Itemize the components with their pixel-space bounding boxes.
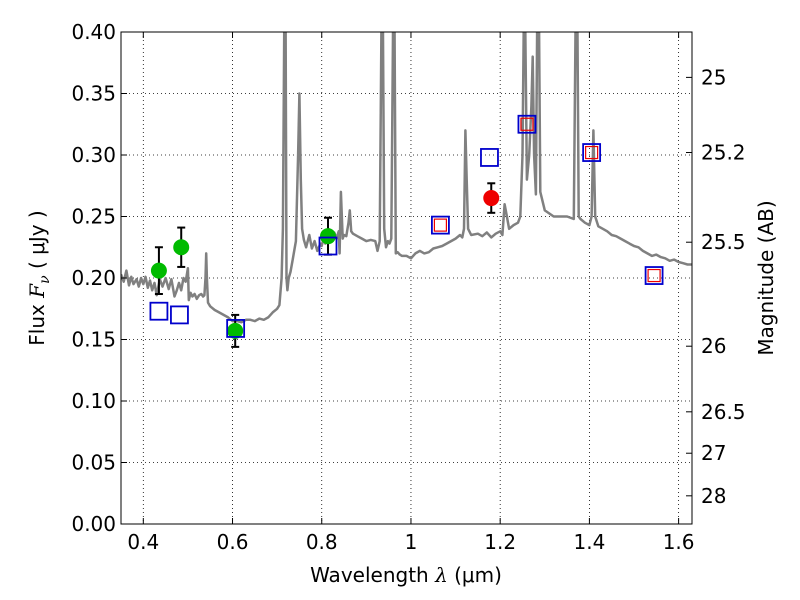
y2-tick-label: 25.2 [701,141,746,165]
x-axis-title: Wavelength λ (μm) [310,563,502,587]
model-square [582,143,602,162]
spectrum-layer [121,32,692,324]
model-square-inner [585,145,599,160]
y-tick-label: 0.05 [71,451,116,475]
spectrum-line [121,32,692,324]
x-tick-label: 1.4 [573,530,605,554]
y-tick-label: 0.00 [71,512,116,536]
y2-tick-label: 27 [701,441,726,465]
model-square [480,148,499,167]
model-square [644,266,664,285]
y-tick-label: 0.40 [71,20,116,44]
y2-axis-title: Magnitude (AB) [754,200,778,355]
square-marker-layer [149,114,664,338]
y2-tick-label: 25 [701,65,726,89]
x-tick-label: 1 [405,530,418,554]
data-point [483,190,500,207]
x-tick-label: 0.8 [306,530,338,554]
model-square [517,114,537,134]
model-square [226,319,246,338]
model-square-inner [433,218,448,232]
axis-ticks: 0.4 0.6 0.8 1 1.2 1.4 1.6 0.00 0.05 0.10 0.15 0.20 0… [71,20,745,554]
x-tick-label: 1.6 [663,530,695,554]
model-square-inner [520,117,534,131]
x-tick-label: 0.6 [217,530,249,554]
y-tick-label: 0.20 [71,266,116,290]
x-tick-label: 0.4 [127,530,159,554]
data-point [150,262,167,279]
x-tick-label: 1.2 [484,530,516,554]
data-point [319,228,336,245]
y-tick-label: 0.30 [71,143,116,167]
y2-tick-label: 25.5 [701,230,746,254]
data-point [173,239,190,256]
model-square [318,236,338,256]
y-tick-label: 0.35 [71,82,116,106]
y2-tick-label: 28 [701,484,726,508]
model-square-inner [647,268,661,283]
model-square [431,215,450,235]
y-axis-title: Flux Fν ( μJy ) [25,210,53,345]
y-tick-label: 0.10 [71,389,116,413]
y2-tick-label: 26 [701,334,726,358]
circle-marker-layer [150,190,500,339]
model-square [149,301,169,321]
y-tick-label: 0.25 [71,205,116,229]
y2-tick-label: 26.5 [701,400,746,424]
y-tick-label: 0.15 [71,328,116,352]
model-square [170,305,189,325]
